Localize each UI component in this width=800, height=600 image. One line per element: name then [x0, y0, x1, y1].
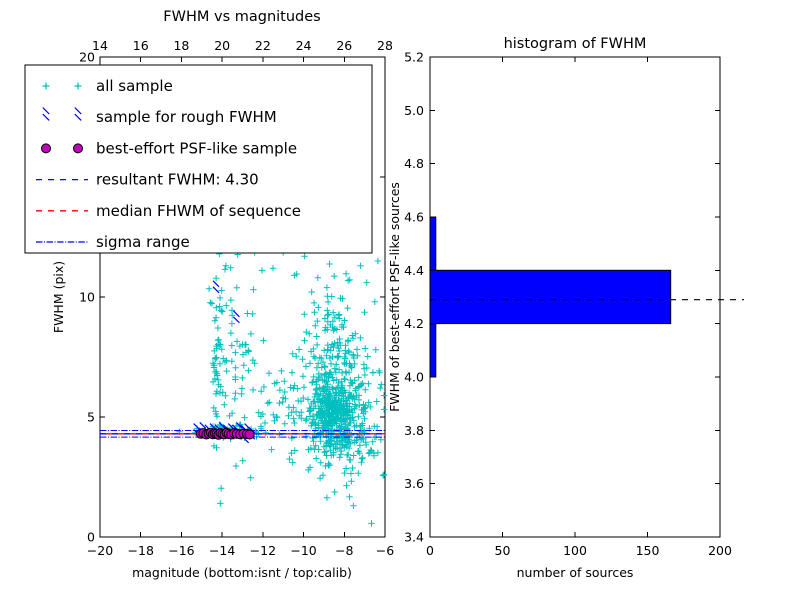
legend-item: median FHWM of sequence: [36, 202, 301, 220]
plus-marker-icon: [42, 82, 50, 90]
y-tick-label: 10: [79, 290, 95, 305]
top-x-tick-label: 16: [133, 38, 149, 53]
x-tick-label: −10: [290, 543, 316, 558]
legend-item: sigma range: [36, 233, 190, 251]
right-plot-title: histogram of FWHM: [504, 36, 647, 52]
top-x-tick-label: 24: [296, 38, 312, 53]
left-plot-content: −20 −18 −16 −14 −12 −10 −8 −6 14 16 18 20 22 24 26 28 0 5…: [24, 38, 394, 558]
legend-frame: [24, 64, 373, 254]
x-marker-icon: [74, 107, 82, 121]
left-plot-xlabel: magnitude (bottom:isnt / top:calib): [132, 565, 352, 580]
legend-item: all sample: [42, 77, 173, 95]
y-tick-label: 4.8: [404, 156, 424, 171]
x-tick-label: −18: [128, 543, 154, 558]
top-x-tick-label: 22: [255, 38, 271, 53]
legend-item-label: resultant FWHM: 4.30: [96, 171, 259, 189]
x-tick-label: 50: [495, 543, 511, 558]
x-tick-label: −6: [376, 543, 394, 558]
psf-like-points: [195, 427, 255, 440]
x-tick-label: −14: [209, 543, 235, 558]
top-x-tick-label: 28: [377, 38, 393, 53]
left-plot-ylabel: FWHM (pix): [51, 261, 66, 333]
y-tick-label: 5: [87, 410, 95, 425]
circle-marker-icon: [41, 143, 51, 154]
legend-item-label: median FHWM of sequence: [96, 202, 301, 220]
top-x-tick-label: 14: [92, 38, 108, 53]
fwhm-vs-magnitudes-plot: −20 −18 −16 −14 −12 −10 −8 −6 14 16 18 20 22 24 26 28 0 5…: [24, 9, 394, 580]
right-plot-ylabel: FWHM of best-effort PSF-like sources: [387, 182, 402, 412]
histogram-bars: [429, 216, 672, 378]
x-marker-icon: [42, 107, 50, 121]
x-tick-label: −16: [168, 543, 194, 558]
y-tick-label: 5.0: [404, 103, 424, 118]
y-tick-label: 0: [87, 530, 95, 545]
right-plot-content: 0 50 100 150 200 3.4 3.6 3.8 4.0 4.2 4.4 4.6 4.8 5.0 5…: [404, 50, 744, 559]
x-tick-label: −12: [250, 543, 276, 558]
right-axes-ticks: 0 50 100 150 200 3.4 3.6 3.8 4.0 4.2 4.4 4.6 4.8 5.0 5…: [404, 50, 732, 559]
legend-item: best-effort PSF-like sample: [41, 139, 297, 157]
right-plot-frame: [429, 56, 721, 538]
y-tick-label: 4.4: [404, 263, 424, 278]
histogram-bar: [429, 323, 437, 378]
top-x-tick-label: 26: [336, 38, 352, 53]
x-tick-label: 100: [563, 543, 587, 558]
legend-item-label: best-effort PSF-like sample: [96, 139, 297, 157]
legend-item-label: all sample: [96, 77, 173, 95]
top-x-tick-label: 18: [173, 38, 189, 53]
y-tick-label: 5.2: [404, 50, 424, 65]
legend-item-label: sigma range: [96, 233, 190, 251]
legend: all sample sample for rough FWHM best-effo…: [24, 64, 373, 254]
legend-item: sample for rough FWHM: [42, 107, 277, 126]
top-x-tick-label: 20: [214, 38, 230, 53]
y-tick-label: 4.0: [404, 370, 424, 385]
circle-marker-icon: [73, 143, 83, 154]
legend-item: resultant FWHM: 4.30: [36, 171, 259, 189]
x-tick-label: 0: [426, 543, 434, 558]
histogram-bar: [429, 216, 437, 271]
x-tick-label: −8: [335, 543, 353, 558]
y-tick-label: 3.6: [404, 476, 424, 491]
y-tick-label: 3.4: [404, 530, 424, 545]
y-tick-label: 3.8: [404, 423, 424, 438]
left-plot-title: FWHM vs magnitudes: [163, 9, 320, 25]
left-axes-ticks: −20 −18 −16 −14 −12 −10 −8 −6 14 16 18 20 22 24 26 28 0 5…: [79, 38, 394, 558]
psf-like-point: [244, 429, 255, 440]
x-tick-label: 200: [708, 543, 732, 558]
x-tick-label: 150: [636, 543, 660, 558]
y-tick-label: 4.2: [404, 316, 424, 331]
right-plot-xlabel: number of sources: [517, 565, 634, 580]
legend-item-label: sample for rough FWHM: [96, 108, 277, 126]
y-tick-label: 4.6: [404, 210, 424, 225]
histogram-bar: [429, 269, 672, 325]
fwhm-histogram-plot: 0 50 100 150 200 3.4 3.6 3.8 4.0 4.2 4.4 4.6 4.8 5.0 5…: [387, 36, 744, 580]
x-tick-label: −20: [87, 543, 113, 558]
y-tick-label: 20: [79, 50, 95, 65]
plus-marker-icon: [74, 82, 82, 90]
